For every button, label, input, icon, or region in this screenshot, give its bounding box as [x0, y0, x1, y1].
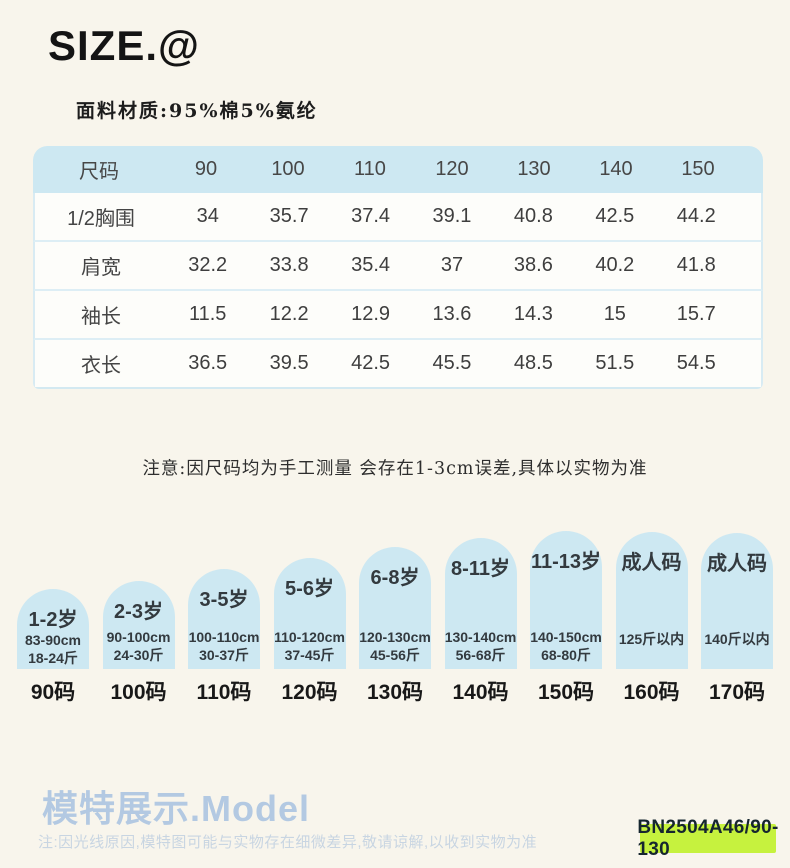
size-guide-item: 5-6岁 110-120cm 37-45斤 120码	[273, 558, 346, 706]
table-cell: 38.6	[513, 254, 553, 276]
size-guide-item: 2-3岁 90-100cm 24-30斤 100码	[102, 581, 175, 706]
table-row: 1/2胸围 34 35.7 37.4 39.1 40.8 42.5 44.2	[33, 193, 763, 242]
age-range: 2-3岁	[114, 601, 163, 623]
height-weight-range: 120-130cm 45-56斤	[359, 629, 431, 663]
row-label: 衣长	[81, 355, 121, 377]
size-guide-item: 11-13岁 140-150cm 68-80斤 150码	[530, 531, 602, 706]
row-label: 肩宽	[81, 257, 121, 279]
size-label: 90码	[30, 681, 76, 704]
column-header: 150	[681, 158, 715, 180]
size-arch: 3-5岁 100-110cm 30-37斤	[188, 569, 260, 669]
table-row: 袖长 11.5 12.2 12.9 13.6 14.3 15 15.7	[33, 291, 763, 340]
table-cell: 15.7	[676, 303, 716, 325]
size-label: 170码	[708, 681, 766, 704]
table-cell: 40.8	[513, 205, 553, 227]
height-weight-range: 140斤以内	[704, 631, 770, 647]
table-cell: 36.5	[188, 352, 228, 374]
size-arch: 8-11岁 130-140cm 56-68斤	[444, 538, 517, 669]
size-guide-item: 成人码 125斤以内 160码	[615, 532, 688, 706]
table-cell: 39.5	[269, 352, 309, 374]
size-arch: 6-8岁 120-130cm 45-56斤	[359, 547, 431, 669]
size-guide-item: 成人码 140斤以内 170码	[701, 533, 773, 706]
age-range: 成人码	[707, 553, 767, 575]
column-header: 110	[354, 158, 386, 180]
table-cell: 12.9	[351, 303, 391, 325]
page-title: SIZE.@	[48, 22, 200, 69]
size-label: 120码	[281, 681, 338, 704]
size-arch: 成人码 125斤以内	[615, 532, 688, 669]
table-cell: 44.2	[676, 205, 716, 227]
height-weight-range: 83-90cm 18-24斤	[24, 632, 82, 666]
age-range: 1-2岁	[28, 609, 78, 631]
table-cell: 54.5	[676, 352, 716, 374]
age-range: 8-11岁	[451, 558, 510, 580]
table-cell: 15	[603, 303, 626, 325]
age-size-guide: 1-2岁 83-90cm 18-24斤 90码 2-3岁 90-100cm 24…	[0, 494, 790, 706]
column-header: 尺码	[79, 161, 119, 183]
table-cell: 45.5	[432, 352, 472, 374]
table-cell: 37.4	[351, 205, 391, 227]
table-cell: 35.7	[269, 205, 309, 227]
table-cell: 33.8	[269, 254, 309, 276]
column-header: 100	[271, 158, 305, 180]
size-guide-item: 1-2岁 83-90cm 18-24斤 90码	[17, 589, 89, 706]
row-label: 袖长	[81, 306, 121, 328]
height-weight-range: 110-120cm 37-45斤	[274, 629, 345, 663]
table-cell: 51.5	[595, 352, 635, 374]
table-cell: 41.8	[676, 254, 716, 276]
size-guide-item: 8-11岁 130-140cm 56-68斤 140码	[444, 538, 517, 706]
size-arch: 成人码 140斤以内	[701, 533, 773, 669]
table-cell: 42.5	[351, 352, 391, 374]
size-label: 110码	[196, 681, 252, 704]
product-code-badge: BN2504A46/90-130	[637, 816, 779, 860]
measurement-disclaimer: 注意:因尺码均为手工测量 会存在1-3cm误差,具体以实物为准	[142, 459, 648, 479]
column-header: 130	[517, 158, 551, 180]
age-range: 5-6岁	[285, 578, 334, 600]
model-disclaimer: 注:因光线原因,模特图可能与实物存在细微差异,敬请谅解,以收到实物为准	[38, 834, 538, 851]
table-cell: 35.4	[351, 254, 391, 276]
size-arch: 1-2岁 83-90cm 18-24斤	[17, 589, 89, 669]
age-range: 11-13岁	[530, 551, 602, 573]
height-weight-range: 125斤以内	[618, 631, 685, 647]
table-cell: 37	[440, 254, 464, 276]
table-cell: 12.2	[269, 303, 309, 325]
age-range: 成人码	[621, 552, 682, 574]
size-table: 尺码 90 100 110 120 130 140 150 1/2胸围 34 3…	[33, 146, 763, 389]
table-row: 衣长 36.5 39.5 42.5 45.5 48.5 51.5 54.5	[33, 340, 763, 389]
model-section-title: 模特展示.Model	[42, 788, 310, 829]
size-arch: 2-3岁 90-100cm 24-30斤	[102, 581, 175, 669]
table-cell: 13.6	[432, 303, 472, 325]
table-cell: 34	[196, 205, 219, 227]
height-weight-range: 130-140cm 56-68斤	[444, 629, 517, 663]
size-guide-item: 3-5岁 100-110cm 30-37斤 110码	[188, 569, 260, 706]
table-cell: 48.5	[513, 352, 553, 374]
table-cell: 14.3	[513, 303, 553, 325]
row-label: 1/2胸围	[67, 208, 135, 230]
size-arch: 11-13岁 140-150cm 68-80斤	[530, 531, 602, 669]
age-range: 3-5岁	[199, 589, 249, 611]
table-cell: 42.5	[595, 205, 635, 227]
table-cell: 39.1	[432, 205, 472, 227]
size-table-header-row: 尺码 90 100 110 120 130 140 150	[33, 146, 763, 193]
height-weight-range: 140-150cm 68-80斤	[530, 629, 602, 663]
table-row: 肩宽 32.2 33.8 35.4 37 38.6 40.2 41.8	[33, 242, 763, 291]
table-cell: 11.5	[188, 303, 227, 325]
height-weight-range: 90-100cm 24-30斤	[106, 629, 171, 663]
size-label: 150码	[537, 681, 595, 704]
column-header: 120	[435, 158, 469, 180]
table-cell: 32.2	[188, 254, 228, 276]
size-label: 160码	[623, 681, 680, 704]
column-header: 90	[194, 158, 218, 180]
table-cell: 40.2	[595, 254, 635, 276]
age-range: 6-8岁	[370, 567, 420, 589]
size-label: 100码	[110, 681, 167, 704]
size-label: 130码	[366, 681, 424, 704]
fabric-material-text: 面料材质:95%棉5%氨纶	[76, 100, 318, 122]
height-weight-range: 100-110cm 30-37斤	[188, 629, 260, 663]
size-label: 140码	[452, 681, 509, 704]
column-header: 140	[599, 158, 633, 180]
size-arch: 5-6岁 110-120cm 37-45斤	[273, 558, 346, 669]
size-guide-item: 6-8岁 120-130cm 45-56斤 130码	[359, 547, 431, 706]
